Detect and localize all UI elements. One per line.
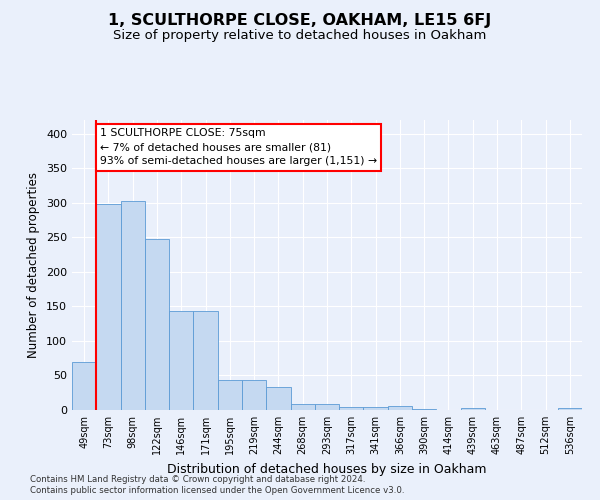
- Bar: [364, 406, 388, 410]
- Bar: [242, 380, 266, 410]
- Bar: [96, 204, 121, 410]
- Text: Size of property relative to detached houses in Oakham: Size of property relative to detached ho…: [113, 29, 487, 42]
- Bar: [218, 380, 242, 410]
- Y-axis label: Number of detached properties: Number of detached properties: [28, 172, 40, 358]
- Bar: [339, 406, 364, 410]
- Bar: [169, 312, 193, 410]
- X-axis label: Distribution of detached houses by size in Oakham: Distribution of detached houses by size …: [167, 462, 487, 475]
- Text: 1 SCULTHORPE CLOSE: 75sqm
← 7% of detached houses are smaller (81)
93% of semi-d: 1 SCULTHORPE CLOSE: 75sqm ← 7% of detach…: [100, 128, 377, 166]
- Bar: [193, 312, 218, 410]
- Bar: [290, 404, 315, 410]
- Text: 1, SCULTHORPE CLOSE, OAKHAM, LE15 6FJ: 1, SCULTHORPE CLOSE, OAKHAM, LE15 6FJ: [109, 12, 491, 28]
- Bar: [145, 239, 169, 410]
- Bar: [461, 408, 485, 410]
- Text: Contains public sector information licensed under the Open Government Licence v3: Contains public sector information licen…: [30, 486, 404, 495]
- Bar: [388, 406, 412, 410]
- Bar: [121, 201, 145, 410]
- Bar: [315, 404, 339, 410]
- Bar: [266, 387, 290, 410]
- Bar: [72, 362, 96, 410]
- Text: Contains HM Land Registry data © Crown copyright and database right 2024.: Contains HM Land Registry data © Crown c…: [30, 475, 365, 484]
- Bar: [558, 408, 582, 410]
